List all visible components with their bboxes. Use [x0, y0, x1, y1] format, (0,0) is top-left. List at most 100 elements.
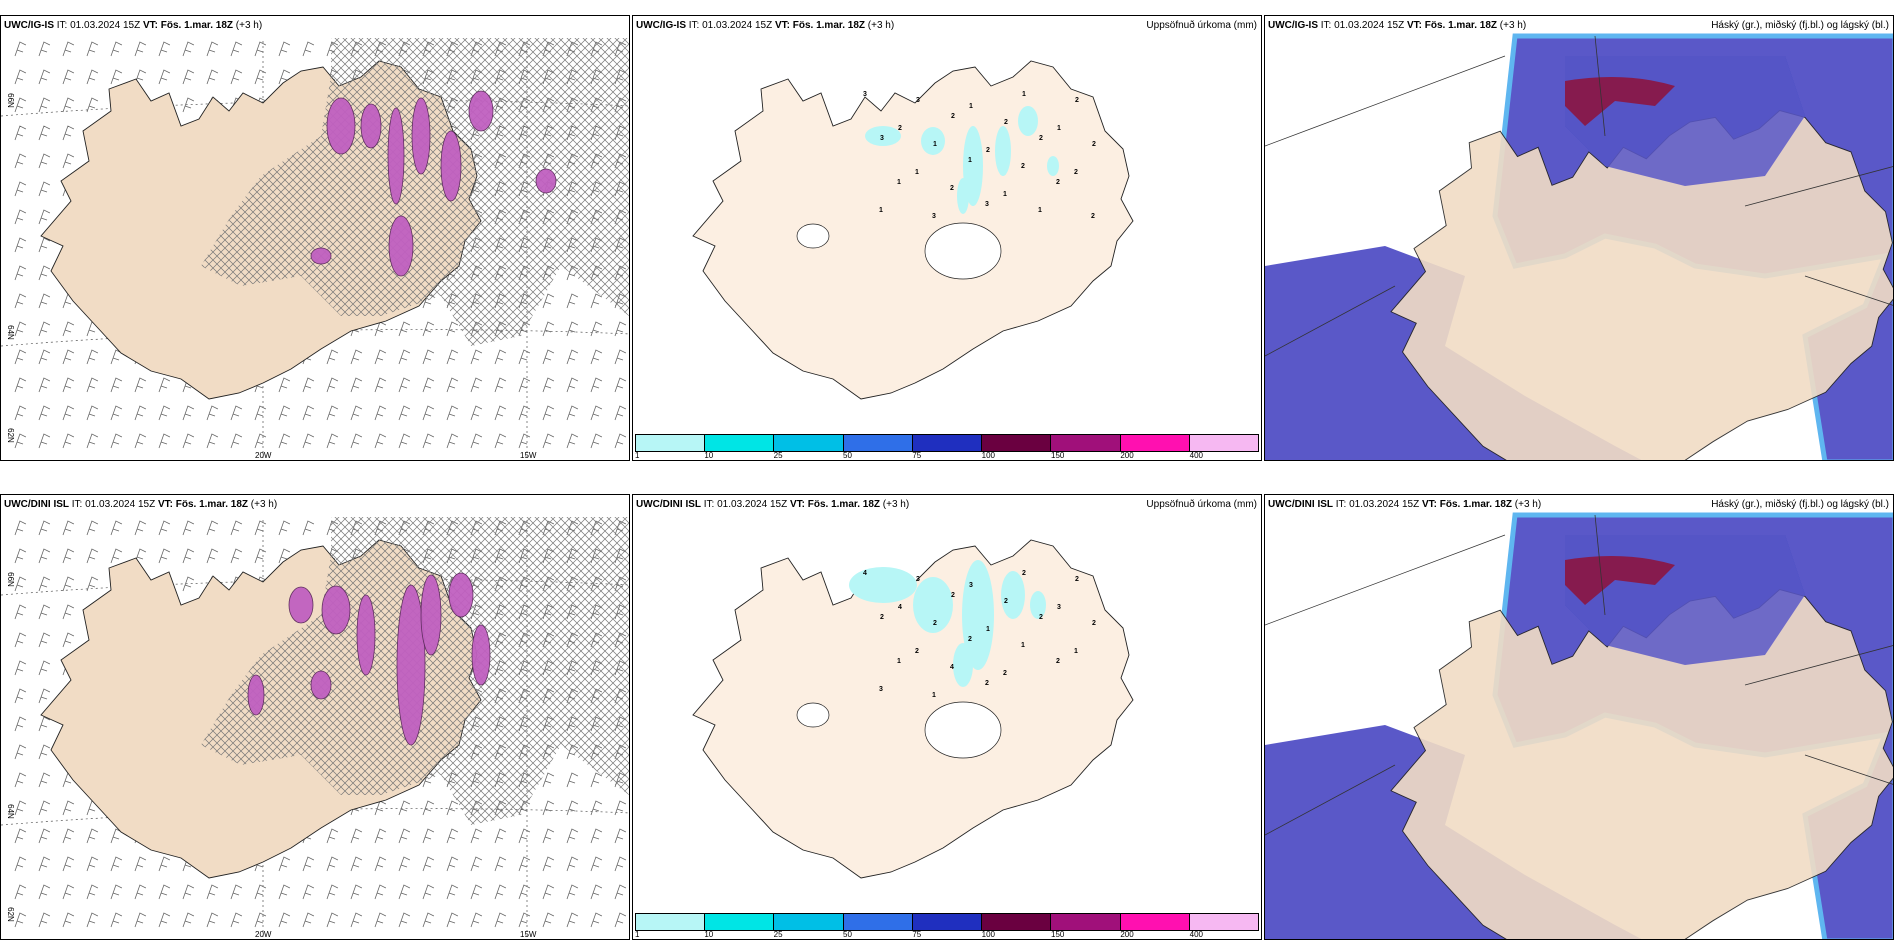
wind-barb [446, 884, 459, 900]
legend-swatch [1120, 434, 1190, 452]
wind-barb [158, 41, 171, 57]
wind-barb [566, 884, 579, 900]
wind-barb [374, 912, 387, 928]
wind-barb [62, 69, 75, 85]
wind-barb [62, 604, 75, 620]
wind-barb [302, 912, 315, 928]
wind-barb [182, 548, 195, 564]
precip-value-label: 2 [1039, 614, 1043, 621]
wind-barb [14, 604, 27, 620]
wind-barb [158, 405, 171, 421]
wind-barb [86, 520, 99, 536]
wind-barb [14, 433, 27, 449]
wind-barb [446, 856, 459, 872]
wind-barb [494, 433, 507, 449]
precip-value-label: 4 [898, 604, 902, 611]
precip-value-label: 3 [1057, 604, 1061, 611]
wind-barb [14, 772, 27, 788]
wind-barb [38, 912, 51, 928]
wind-barb [422, 800, 435, 816]
precip-value-label: 3 [863, 91, 867, 98]
wind-barb [302, 856, 315, 872]
wind-barb [182, 884, 195, 900]
wind-barb [158, 377, 171, 393]
wind-barb [278, 377, 291, 393]
wind-barb [14, 716, 27, 732]
wind-barb [86, 576, 99, 592]
shower-cell [310, 670, 332, 700]
wind-barb [158, 856, 171, 872]
cloud-map-panel-top: UWC/IG-IS IT: 01.03.2024 15Z VT: Fös. 1.… [1264, 15, 1894, 461]
wind-barb [470, 349, 483, 365]
shower-cell [411, 97, 431, 175]
wind-barb [542, 800, 555, 816]
precip-value-label: 1 [1022, 91, 1026, 98]
precip-value-label: 2 [985, 680, 989, 687]
precip-legend-ticks: 1 10 25 50 75 100 150 200 400 [635, 930, 1259, 939]
shower-cell [468, 90, 494, 132]
wind-barb [374, 828, 387, 844]
precip-value-label: 1 [968, 157, 972, 164]
wind-barb [230, 433, 243, 449]
wind-barb [422, 321, 435, 337]
wind-barb [206, 548, 219, 564]
wind-barb [86, 377, 99, 393]
precip-value-label: 2 [951, 113, 955, 120]
legend-swatch [774, 434, 844, 452]
wind-barb [38, 321, 51, 337]
wind-barb [62, 520, 75, 536]
wind-barb [14, 548, 27, 564]
precip-value-label: 1 [986, 626, 990, 633]
shower-cell [288, 586, 314, 624]
precip-value-label: 2 [1091, 213, 1095, 220]
legend-swatch [912, 913, 983, 931]
wind-barb [134, 41, 147, 57]
wind-barb [62, 97, 75, 113]
precip-value-label: 2 [1092, 620, 1096, 627]
wind-barb [254, 41, 267, 57]
wind-map-panel-top: UWC/IG-IS IT: 01.03.2024 15Z VT: Fös. 1.… [0, 15, 630, 461]
wind-barb [230, 405, 243, 421]
wind-map-panel-bottom: UWC/DINI ISL IT: 01.03.2024 15Z VT: Fös.… [0, 494, 630, 940]
precip-value-label: 1 [1074, 648, 1078, 655]
legend-tick: 200 [1120, 451, 1134, 460]
shower-cell [396, 584, 426, 746]
wind-barb [134, 884, 147, 900]
wind-barb [38, 660, 51, 676]
legend-swatch [1189, 913, 1259, 931]
wind-barb [614, 800, 627, 816]
shower-cell [356, 594, 376, 676]
precip-value-label: 2 [1092, 141, 1096, 148]
precip-value-label: 2 [898, 125, 902, 132]
precip-value-label: 2 [951, 592, 955, 599]
wind-barb [446, 912, 459, 928]
wind-barb [518, 884, 531, 900]
wind-barb [254, 912, 267, 928]
wind-barb [494, 377, 507, 393]
precip-area [921, 127, 945, 155]
wind-barb [518, 433, 531, 449]
legend-swatch [705, 913, 775, 931]
precip-value-label: 3 [969, 582, 973, 589]
wind-barb [566, 377, 579, 393]
wind-barb [86, 349, 99, 365]
precip-area [1018, 106, 1038, 136]
hatched-area [201, 38, 629, 346]
lat-label-64: 64N [5, 804, 15, 819]
wind-barb [182, 576, 195, 592]
precip-area [913, 577, 953, 633]
wind-barb [134, 405, 147, 421]
legend-tick: 150 [1051, 930, 1065, 939]
precip-value-label: 1 [969, 103, 973, 110]
legend-swatch [635, 434, 706, 452]
wind-barb [86, 856, 99, 872]
legend-tick: 75 [912, 930, 922, 939]
wind-barb [350, 405, 363, 421]
precip-value-label: 2 [950, 185, 954, 192]
wind-barb [62, 125, 75, 141]
wind-barb [470, 405, 483, 421]
lat-label-62: 62N [5, 907, 15, 922]
wind-barb [278, 433, 291, 449]
precip-value-label: 2 [1004, 598, 1008, 605]
wind-barb [254, 884, 267, 900]
